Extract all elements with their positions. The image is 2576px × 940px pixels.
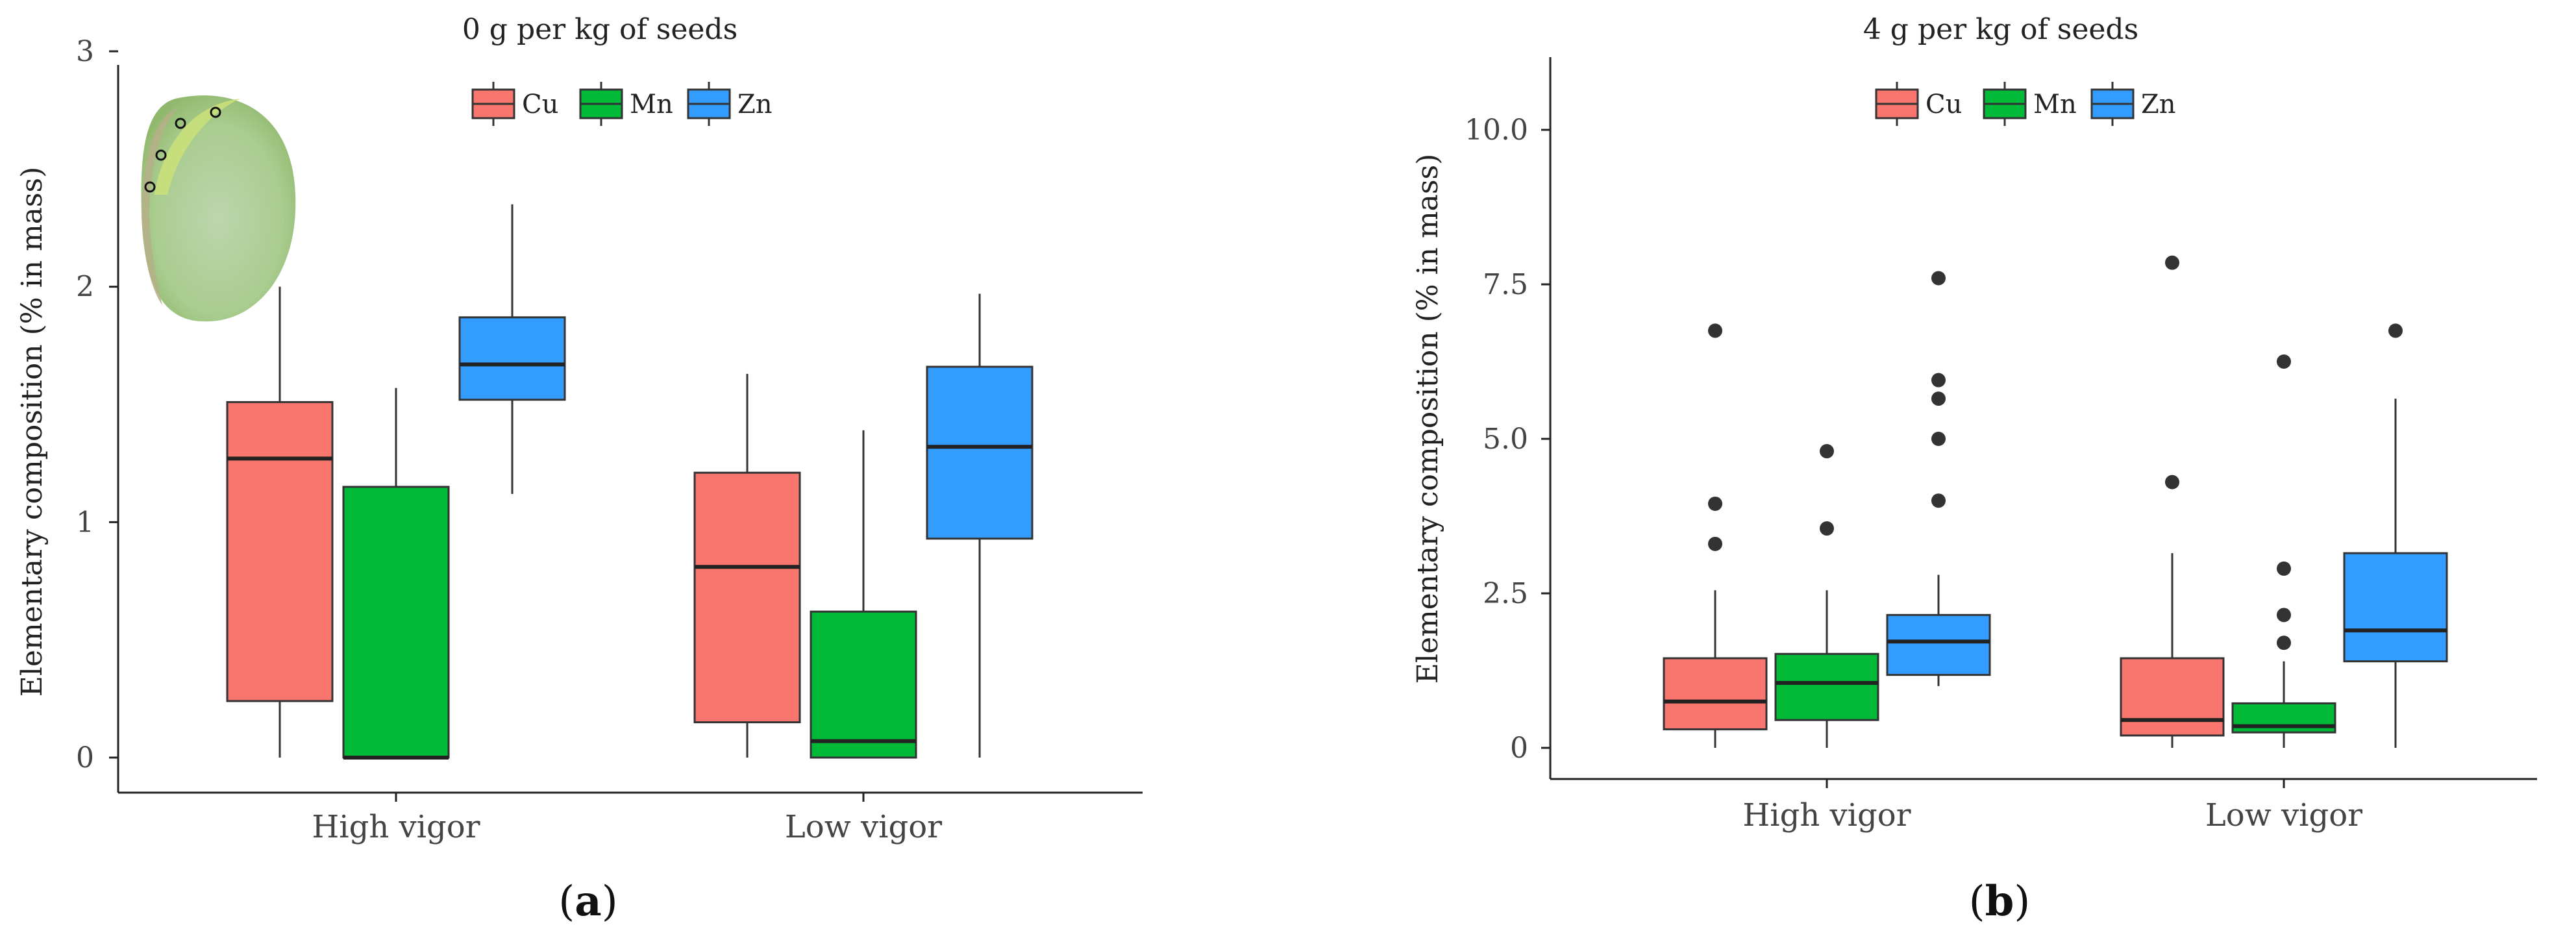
box-mn-low-vigor <box>810 430 917 759</box>
outlier-point <box>1931 271 1946 286</box>
legend-item-mn: Mn <box>1983 82 2077 126</box>
x-axis-ticks: High vigor Low vigor <box>1742 779 2362 834</box>
outlier-point <box>2388 323 2403 338</box>
legend-label: Mn <box>2033 90 2077 119</box>
outlier-point <box>1820 521 1834 536</box>
seed-photo <box>141 95 296 322</box>
legend-item-cu: Cu <box>1875 82 1962 126</box>
panel-letter: a <box>575 877 601 926</box>
y-axis-ticks: 0 2.5 5.0 7.5 10.0 <box>1465 114 1550 765</box>
legend-label: Mn <box>630 90 673 119</box>
x-tick-label: High vigor <box>1742 797 1911 834</box>
legend-item-zn: Zn <box>2090 82 2176 126</box>
box-zn-high-vigor <box>1886 271 1991 686</box>
iqr-box <box>342 486 450 759</box>
iqr-box <box>1774 652 1879 721</box>
iqr-box <box>2120 657 2225 737</box>
outlier-point <box>1708 496 1722 511</box>
iqr-box <box>693 471 801 724</box>
boxplot-group <box>226 204 1034 760</box>
box-mn-high-vigor <box>1774 444 1879 748</box>
x-tick-label: Low vigor <box>2205 797 2362 834</box>
y-tick-label: 0 <box>76 741 94 774</box>
iqr-box <box>926 365 1034 540</box>
iqr-box <box>2343 552 2448 663</box>
y-tick-label: 3 <box>76 35 94 68</box>
outlier-point <box>2277 608 2291 623</box>
box-cu-low-vigor <box>2120 255 2225 748</box>
outlier-point <box>1708 536 1722 551</box>
legend-item-cu: Cu <box>471 82 558 126</box>
panel-a: 0 g per kg of seeds Cu Mn Zn 0 1 2 3 High vig… <box>16 13 1143 926</box>
chart-title: 4 g per kg of seeds <box>1863 13 2138 46</box>
panel-letter: b <box>1985 877 2014 926</box>
outlier-point <box>2165 475 2179 489</box>
outlier-point <box>2277 561 2291 576</box>
boxplot-group <box>1663 255 2448 748</box>
y-tick-label: 2.5 <box>1483 577 1528 610</box>
box-cu-high-vigor <box>1663 323 1768 748</box>
y-axis-ticks: 0 1 2 3 <box>76 35 118 774</box>
legend-item-zn: Zn <box>687 82 773 126</box>
box-zn-low-vigor <box>2343 323 2448 748</box>
panel-paren-close: ) <box>2014 878 2030 926</box>
panel-b: 4 g per kg of seeds Cu Mn Zn 0 2.5 5.0 7.5 10.… <box>1411 13 2537 926</box>
iqr-box <box>226 401 334 702</box>
outlier-point <box>1931 373 1946 388</box>
x-axis-ticks: High vigor Low vigor <box>312 793 942 845</box>
y-tick-label: 10.0 <box>1465 114 1528 147</box>
outlier-point <box>2165 255 2179 270</box>
outlier-point <box>1820 444 1834 459</box>
y-tick-label: 0 <box>1510 732 1528 765</box>
legend: Cu Mn Zn <box>1875 82 2176 126</box>
panel-paren-close: ) <box>602 878 618 926</box>
panel-label: (a) <box>558 877 617 926</box>
box-cu-high-vigor <box>226 286 334 758</box>
y-tick-label: 2 <box>76 271 94 304</box>
iqr-box <box>810 610 917 759</box>
outlier-point <box>1931 391 1946 406</box>
y-axis-label: Elementary composition (% in mass) <box>1411 154 1444 684</box>
outlier-point <box>2277 636 2291 650</box>
box-mn-high-vigor <box>342 388 450 760</box>
box-zn-high-vigor <box>458 204 566 494</box>
legend: Cu Mn Zn <box>471 82 773 126</box>
outlier-point <box>1708 323 1722 338</box>
outlier-point <box>1931 432 1946 446</box>
y-tick-label: 1 <box>76 506 94 539</box>
box-zn-low-vigor <box>926 293 1034 758</box>
legend-label: Zn <box>2141 90 2176 119</box>
panel-paren-open: ( <box>1969 878 1985 926</box>
y-tick-label: 7.5 <box>1483 268 1528 301</box>
iqr-box <box>1663 657 1768 730</box>
y-tick-label: 5.0 <box>1483 423 1528 456</box>
x-tick-label: Low vigor <box>785 809 942 845</box>
iqr-box <box>458 316 566 401</box>
legend-item-mn: Mn <box>579 82 673 126</box>
chart-title: 0 g per kg of seeds <box>462 13 737 46</box>
x-tick-label: High vigor <box>312 809 480 845</box>
legend-label: Zn <box>737 90 773 119</box>
outlier-point <box>1931 493 1946 508</box>
legend-label: Cu <box>522 90 558 119</box>
box-mn-low-vigor <box>2231 354 2336 748</box>
panel-label: (b) <box>1969 877 2031 926</box>
y-axis-label: Elementary composition (% in mass) <box>16 167 49 697</box>
iqr-box <box>1886 613 1991 676</box>
box-cu-low-vigor <box>693 373 801 758</box>
outlier-point <box>2277 354 2291 369</box>
panel-paren-open: ( <box>558 878 575 926</box>
legend-label: Cu <box>1926 90 1962 119</box>
